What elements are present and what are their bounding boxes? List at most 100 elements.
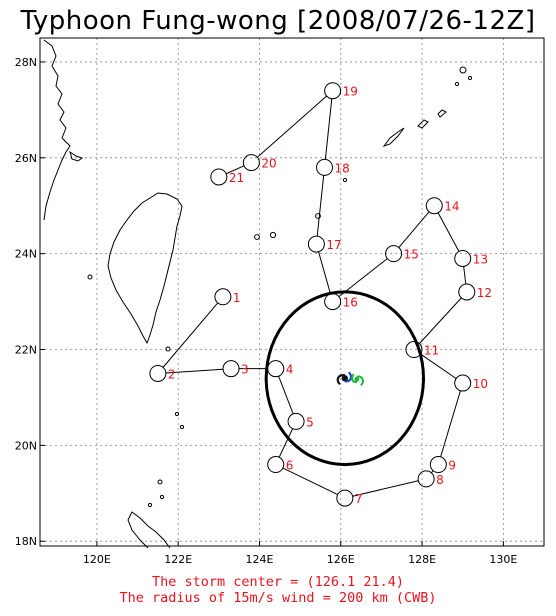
track-segment	[440, 390, 461, 458]
typhoon-icon-arm	[336, 374, 345, 386]
track-point-label-3: 3	[241, 363, 249, 377]
track-segment	[316, 175, 325, 237]
typhoon-icon-eye	[341, 375, 349, 382]
tokunoshima-coastline	[437, 109, 447, 118]
china-coastline	[43, 39, 71, 221]
lat-tick-label: 18N	[15, 535, 37, 548]
axis-ticks: 120E 122E 124E 126E 128E 130E 18N 20N 22N 24N 26N 2…	[15, 56, 518, 566]
track-point-3	[222, 360, 240, 378]
track-point-9	[429, 456, 447, 474]
map-grid	[40, 38, 544, 546]
track-segment	[282, 467, 338, 496]
track-point-1	[214, 288, 232, 306]
track-point-10	[454, 374, 472, 392]
track-segment	[165, 368, 224, 374]
track-point-label-8: 8	[436, 473, 444, 487]
lon-tick-label: 124E	[246, 553, 274, 566]
track-point-14	[425, 197, 443, 215]
track-segment	[352, 480, 419, 497]
track-point-5	[287, 412, 305, 430]
track-point-label-12: 12	[477, 286, 492, 300]
island	[467, 75, 473, 81]
track-segment	[463, 266, 467, 285]
lat-tick-label: 20N	[15, 439, 37, 452]
typhoon-icon-eye	[354, 376, 360, 382]
track-segment	[278, 375, 294, 415]
track-point-label-16: 16	[343, 296, 358, 310]
track-point-label-19: 19	[343, 85, 358, 99]
lon-tick-label: 130E	[489, 553, 517, 566]
island	[254, 234, 260, 240]
typhoon-icon-secondary	[351, 373, 364, 386]
track-point-label-1: 1	[233, 291, 241, 305]
track-point-7	[336, 489, 354, 507]
track-point-8	[417, 470, 435, 488]
island	[174, 411, 180, 417]
track-point-label-18: 18	[335, 161, 350, 175]
track-point-label-11: 11	[424, 344, 439, 358]
track-point-label-14: 14	[444, 200, 459, 214]
island	[459, 66, 467, 74]
track-point-label-10: 10	[473, 377, 488, 391]
typhoon-icon	[336, 371, 352, 386]
typhoon-icon-arm	[351, 373, 358, 383]
track-point-16	[324, 293, 342, 311]
track-segment	[324, 98, 333, 160]
track-point-20	[242, 154, 260, 172]
typhoon-icon-arm	[344, 371, 352, 383]
track-segment	[437, 212, 460, 252]
track-point-12	[458, 283, 476, 301]
page-title: Typhoon Fung-wong [2008/07/26-12Z]	[20, 6, 536, 36]
track-point-21	[210, 168, 228, 186]
track-point-label-13: 13	[473, 252, 488, 266]
track-point-label-20: 20	[261, 157, 276, 171]
track-lines	[162, 95, 467, 497]
lon-tick-label: 122E	[164, 553, 192, 566]
lon-tick-label: 126E	[327, 553, 355, 566]
track-point-11	[405, 341, 423, 359]
track-point-label-9: 9	[448, 459, 456, 473]
track-point-label-4: 4	[286, 363, 294, 377]
track-point-19	[324, 82, 342, 100]
wind-radius-note: The radius of 15m/s wind = 200 km (CWB)	[119, 590, 437, 606]
island	[159, 494, 165, 500]
track-segment	[318, 251, 331, 295]
island	[454, 81, 460, 87]
track-point-label-7: 7	[355, 492, 363, 506]
coastline	[43, 39, 473, 549]
track-point-4	[267, 360, 285, 378]
track-point-label-5: 5	[306, 415, 314, 429]
track-point-label-21: 21	[229, 171, 244, 185]
track-point-label-6: 6	[286, 459, 294, 473]
lat-tick-label: 28N	[15, 56, 37, 69]
track-segment	[418, 297, 462, 344]
island	[147, 502, 153, 508]
lat-tick-label: 26N	[15, 152, 37, 165]
island	[157, 479, 163, 485]
track-point-2	[149, 364, 167, 382]
island	[165, 346, 171, 352]
island	[179, 424, 185, 430]
island	[269, 231, 277, 239]
track-point-label-15: 15	[404, 248, 419, 262]
track-point-6	[267, 456, 285, 474]
track-segment	[257, 95, 327, 158]
track-point-13	[454, 249, 472, 267]
lon-tick-label: 120E	[83, 553, 111, 566]
storm-center-note: The storm center = (126.1 21.4)	[152, 574, 404, 590]
typhoon-icon-arm	[356, 375, 364, 386]
track-segment	[338, 258, 388, 298]
lat-tick-label: 22N	[15, 344, 37, 357]
lat-tick-label: 24N	[15, 248, 37, 261]
track-point-label-2: 2	[168, 367, 176, 381]
island	[342, 177, 348, 183]
storm-center-layer	[336, 371, 364, 386]
wind-radius-layer	[264, 290, 425, 467]
china-coast-island	[69, 150, 84, 162]
track-point-17	[307, 235, 325, 253]
map-frame	[39, 37, 545, 547]
okinawa-coastline	[382, 127, 405, 147]
island	[315, 213, 321, 219]
